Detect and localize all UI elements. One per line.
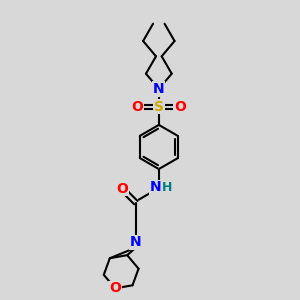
Text: O: O bbox=[116, 182, 128, 196]
Text: O: O bbox=[109, 281, 121, 295]
Text: O: O bbox=[132, 100, 144, 114]
Text: S: S bbox=[154, 100, 164, 114]
Text: N: N bbox=[153, 82, 165, 96]
Text: O: O bbox=[174, 100, 186, 114]
Text: N: N bbox=[150, 180, 162, 194]
Text: H: H bbox=[162, 181, 172, 194]
Text: N: N bbox=[130, 235, 142, 249]
